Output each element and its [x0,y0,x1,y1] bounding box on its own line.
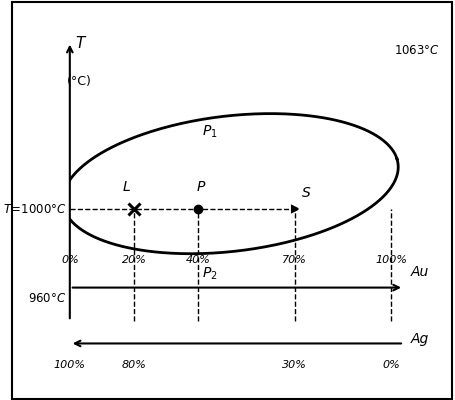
Text: $P$: $P$ [196,180,206,194]
Text: 0%: 0% [61,255,79,265]
Text: 20%: 20% [121,255,146,265]
Text: Au: Au [410,265,428,279]
Text: (°C): (°C) [66,75,91,88]
Text: $P_2$: $P_2$ [201,265,217,282]
Text: 30%: 30% [282,360,307,370]
Text: 100%: 100% [54,360,86,370]
Text: 70%: 70% [282,255,307,265]
Text: 0%: 0% [381,360,399,370]
Text: $T\!=\!1000°C$: $T\!=\!1000°C$ [3,203,66,216]
Text: Ag: Ag [410,332,428,346]
Text: $S$: $S$ [300,186,311,200]
Text: $P_1$: $P_1$ [201,124,217,140]
Text: $T$: $T$ [75,35,87,51]
Text: 100%: 100% [374,255,406,265]
Text: 40%: 40% [186,255,210,265]
Text: 80%: 80% [121,360,146,370]
Text: $1063°C$: $1063°C$ [394,44,439,57]
Text: $960°C$: $960°C$ [28,292,66,305]
Text: $L$: $L$ [121,180,131,194]
